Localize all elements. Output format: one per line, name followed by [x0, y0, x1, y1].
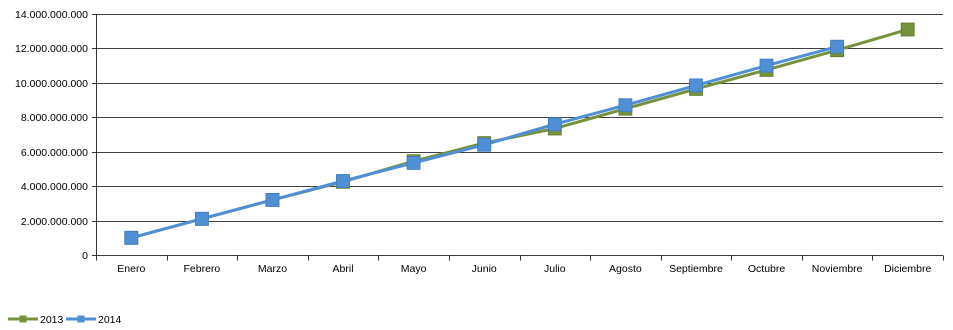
x-category-label: Noviembre [812, 263, 863, 275]
data-point-2014 [618, 98, 633, 113]
x-category-label: Junio [472, 263, 497, 275]
y-tick-label: 8.000.000.000 [21, 112, 88, 124]
x-category-label: Octubre [748, 263, 786, 275]
x-category-label: Marzo [258, 263, 287, 275]
data-point-2014 [689, 78, 703, 93]
y-tick-label: 0 [82, 250, 88, 262]
legend: 2013 2014 [8, 314, 122, 326]
x-category-label: Enero [117, 263, 145, 275]
y-tick-label: 2.000.000.000 [21, 216, 88, 228]
x-category-label: Febrero [183, 263, 220, 275]
x-category-label: Julio [544, 263, 566, 275]
y-tick-label: 14.000.000.000 [15, 9, 88, 21]
data-point-2014 [830, 39, 844, 54]
legend-label: 2014 [98, 314, 122, 326]
data-point-2014 [477, 137, 492, 152]
y-tick-label: 10.000.000.000 [15, 78, 88, 90]
data-point-2014 [406, 155, 421, 170]
y-tick-label: 4.000.000.000 [21, 181, 88, 193]
x-category-label: Diciembre [884, 263, 931, 275]
data-point-2014 [547, 117, 562, 132]
data-point-2014 [759, 58, 774, 73]
y-axis: 0 2.000.000.000 4.000.000.000 6.000.000.000… [15, 9, 97, 262]
x-axis: Enero Febrero Marzo Abril Mayo Junio Julio Agos… [96, 255, 944, 275]
x-category-label: Abril [333, 263, 354, 275]
y-tick-label: 6.000.000.000 [21, 147, 88, 159]
x-category-label: Septiembre [669, 263, 723, 275]
data-point-2014 [124, 230, 139, 245]
x-category-label: Mayo [401, 263, 427, 275]
legend-label: 2013 [40, 314, 64, 326]
series-group [124, 22, 915, 245]
x-category-label: Agosto [609, 263, 642, 275]
data-point-2013 [900, 22, 915, 37]
gridlines [96, 14, 943, 222]
data-point-2014 [336, 174, 350, 188]
legend-marker-2013 [19, 315, 27, 323]
data-point-2014 [194, 211, 209, 226]
legend-marker-2014 [77, 315, 85, 323]
y-tick-label: 12.000.000.000 [15, 43, 88, 55]
data-point-2014 [265, 192, 280, 207]
